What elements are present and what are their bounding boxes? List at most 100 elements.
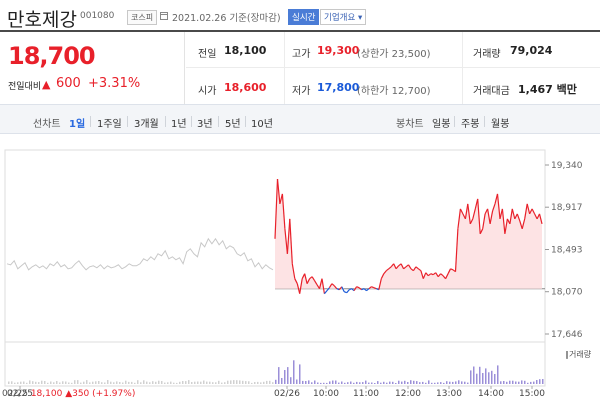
stats-col-divider (284, 32, 285, 104)
today-segment (336, 288, 340, 291)
volume-bar (110, 381, 112, 384)
volume-bar (287, 367, 289, 384)
volume-bar (101, 382, 103, 384)
prev-close-label: 전일 (198, 49, 217, 60)
today-segment (430, 273, 434, 276)
volume-bar (197, 381, 199, 384)
today-segment (276, 178, 281, 204)
volume-bar (542, 379, 544, 384)
today-segment (529, 208, 533, 215)
today-segment (291, 263, 296, 279)
volume-bar (485, 368, 487, 384)
today-segment (521, 218, 526, 229)
today-segment (368, 286, 372, 290)
volume-bar (431, 382, 433, 384)
volume-bar (68, 382, 70, 384)
volume-bar (89, 382, 91, 384)
period-3m[interactable]: 3개월 (134, 119, 159, 130)
volume-bar (188, 380, 190, 384)
volume-bar (413, 380, 415, 384)
volume-bar (299, 364, 301, 384)
volume-bar (224, 382, 226, 384)
volume-bar (467, 382, 469, 384)
today-segment (323, 290, 328, 295)
today-segment (425, 272, 429, 277)
volume-bar (140, 382, 142, 384)
volume-bar (434, 382, 436, 384)
volume-bar (254, 382, 256, 384)
volume-value: 79,024 (510, 44, 553, 57)
volume-bar (107, 380, 109, 384)
volume-bar (38, 382, 40, 384)
period-1d[interactable]: 1일 (69, 119, 86, 130)
period-separator (127, 116, 128, 127)
volume-bar (134, 382, 136, 384)
candle-weekly[interactable]: 주봉 (461, 119, 480, 130)
stats-col-divider (462, 32, 463, 104)
today-segment (356, 286, 360, 289)
volume-bar (362, 382, 364, 384)
volume-bar (509, 380, 511, 384)
date-text: 2021.02.26 기준(장마감) (172, 13, 281, 24)
volume-bar (212, 382, 214, 384)
volume-bar (464, 381, 466, 384)
high-label: 고가 (292, 49, 311, 60)
volume-bar (152, 381, 154, 384)
today-segment (482, 213, 486, 229)
today-segment (459, 208, 464, 215)
period-3y[interactable]: 3년 (197, 119, 213, 130)
footer-prev-close: 18,100 (30, 389, 63, 399)
today-segment (504, 218, 508, 234)
volume-bar (143, 380, 145, 384)
period-separator (454, 116, 455, 127)
lower-limit: (하한가 12,700) (357, 86, 431, 97)
volume-bar (14, 382, 16, 384)
today-segment (395, 265, 400, 270)
candle-daily[interactable]: 일봉 (432, 119, 451, 130)
volume-bar (86, 380, 88, 384)
volume-bar (227, 380, 229, 384)
today-segment (534, 213, 538, 220)
volume-bar (419, 382, 421, 384)
period-separator (245, 116, 246, 127)
today-segment (328, 283, 333, 289)
x-tick-label: 02/26 (274, 389, 300, 399)
today-segment (380, 273, 385, 279)
volume-bar (383, 381, 385, 384)
volume-bar (416, 381, 418, 384)
volume-bar (245, 381, 247, 384)
today-segment (299, 278, 303, 294)
volume-bar (536, 380, 538, 384)
volume-bar (494, 374, 496, 384)
period-separator (484, 116, 485, 127)
prev-close-value: 18,100 (224, 44, 267, 57)
volume-bar (530, 381, 532, 384)
change-value: 600 (56, 76, 81, 91)
x-tick-label: 11:00 (353, 389, 379, 399)
today-segment (311, 276, 316, 282)
volume-bar (17, 382, 19, 384)
volume-bar (497, 365, 499, 384)
today-segment (440, 273, 444, 277)
period-5y[interactable]: 5년 (225, 119, 241, 130)
volume-bar (65, 381, 67, 384)
x-tick-label: 02/25 (7, 389, 33, 399)
volume-bar (215, 382, 217, 384)
realtime-button[interactable]: 실시간 (288, 9, 320, 25)
volume-bar (311, 382, 313, 384)
period-1y[interactable]: 1년 (171, 119, 187, 130)
x-tick-label: 13:00 (436, 389, 462, 399)
period-10y[interactable]: 10년 (251, 119, 273, 130)
candle-monthly[interactable]: 월봉 (491, 119, 510, 130)
volume-bar (479, 366, 481, 384)
volume-bar (374, 383, 376, 384)
today-segment (450, 268, 454, 271)
today-segment (343, 291, 347, 294)
volume-bar (314, 380, 316, 384)
chart-frame (4, 149, 546, 387)
period-1w[interactable]: 1주일 (97, 119, 122, 130)
today-segment (306, 278, 311, 284)
today-segment (388, 266, 392, 270)
company-info-button[interactable]: 기업개요 ▾ (320, 9, 367, 25)
